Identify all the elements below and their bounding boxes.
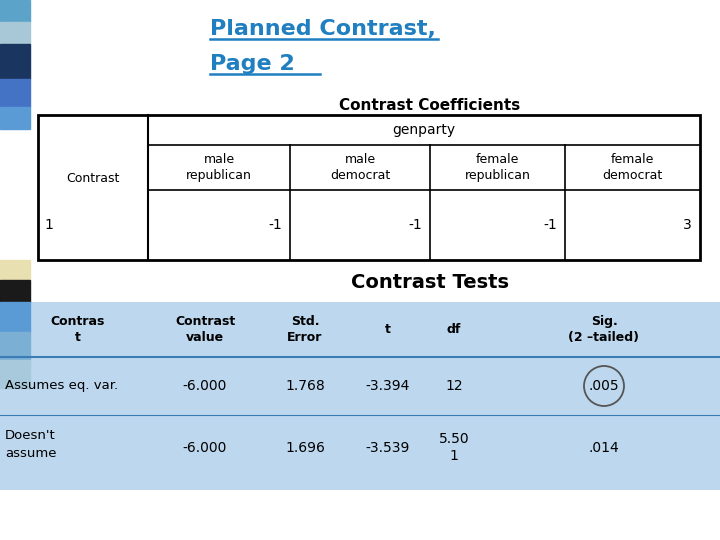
Text: .005: .005 bbox=[589, 379, 619, 393]
Bar bbox=[0, 332, 30, 360]
Text: Contrast: Contrast bbox=[66, 172, 120, 185]
Bar bbox=[38, 115, 700, 260]
Text: Doesn't
assume: Doesn't assume bbox=[5, 429, 56, 460]
Text: Page 2: Page 2 bbox=[210, 54, 294, 74]
Text: Assumes eq. var.: Assumes eq. var. bbox=[5, 380, 118, 393]
Bar bbox=[0, 107, 30, 129]
Bar bbox=[0, 260, 30, 280]
Text: Std.
Error: Std. Error bbox=[287, 315, 323, 344]
Text: 1.768: 1.768 bbox=[285, 379, 325, 393]
Bar bbox=[0, 302, 30, 332]
Text: -1: -1 bbox=[544, 218, 557, 232]
Bar bbox=[0, 280, 30, 302]
Text: -1: -1 bbox=[408, 218, 422, 232]
Text: df: df bbox=[447, 323, 462, 336]
Bar bbox=[0, 22, 30, 44]
Bar bbox=[0, 44, 30, 79]
Text: t: t bbox=[384, 323, 390, 336]
Text: Sig.
(2 –tailed): Sig. (2 –tailed) bbox=[569, 315, 639, 344]
Text: 1.696: 1.696 bbox=[285, 441, 325, 455]
Bar bbox=[0, 79, 30, 107]
Text: 12: 12 bbox=[445, 379, 463, 393]
Text: 1: 1 bbox=[44, 218, 53, 232]
Text: 3: 3 bbox=[683, 218, 692, 232]
Bar bbox=[0, 302, 720, 490]
Text: Contrast Coefficients: Contrast Coefficients bbox=[339, 98, 521, 112]
Text: female
democrat: female democrat bbox=[603, 153, 662, 182]
Text: -1: -1 bbox=[269, 218, 282, 232]
Text: genparty: genparty bbox=[392, 123, 456, 137]
Text: .014: .014 bbox=[589, 441, 619, 455]
Text: male
republican: male republican bbox=[186, 153, 252, 182]
Text: -3.539: -3.539 bbox=[365, 441, 410, 455]
Bar bbox=[0, 0, 30, 22]
Text: Contras
t: Contras t bbox=[50, 315, 104, 344]
Text: -6.000: -6.000 bbox=[183, 441, 228, 455]
Text: female
republican: female republican bbox=[464, 153, 531, 182]
Text: Contrast
value: Contrast value bbox=[175, 315, 235, 344]
Text: 5.50
1: 5.50 1 bbox=[438, 433, 469, 463]
Text: male
democrat: male democrat bbox=[330, 153, 390, 182]
Text: Planned Contrast,: Planned Contrast, bbox=[210, 19, 436, 39]
Text: -6.000: -6.000 bbox=[183, 379, 228, 393]
Text: -3.394: -3.394 bbox=[365, 379, 410, 393]
Bar bbox=[0, 360, 30, 388]
Text: Contrast Tests: Contrast Tests bbox=[351, 273, 509, 292]
